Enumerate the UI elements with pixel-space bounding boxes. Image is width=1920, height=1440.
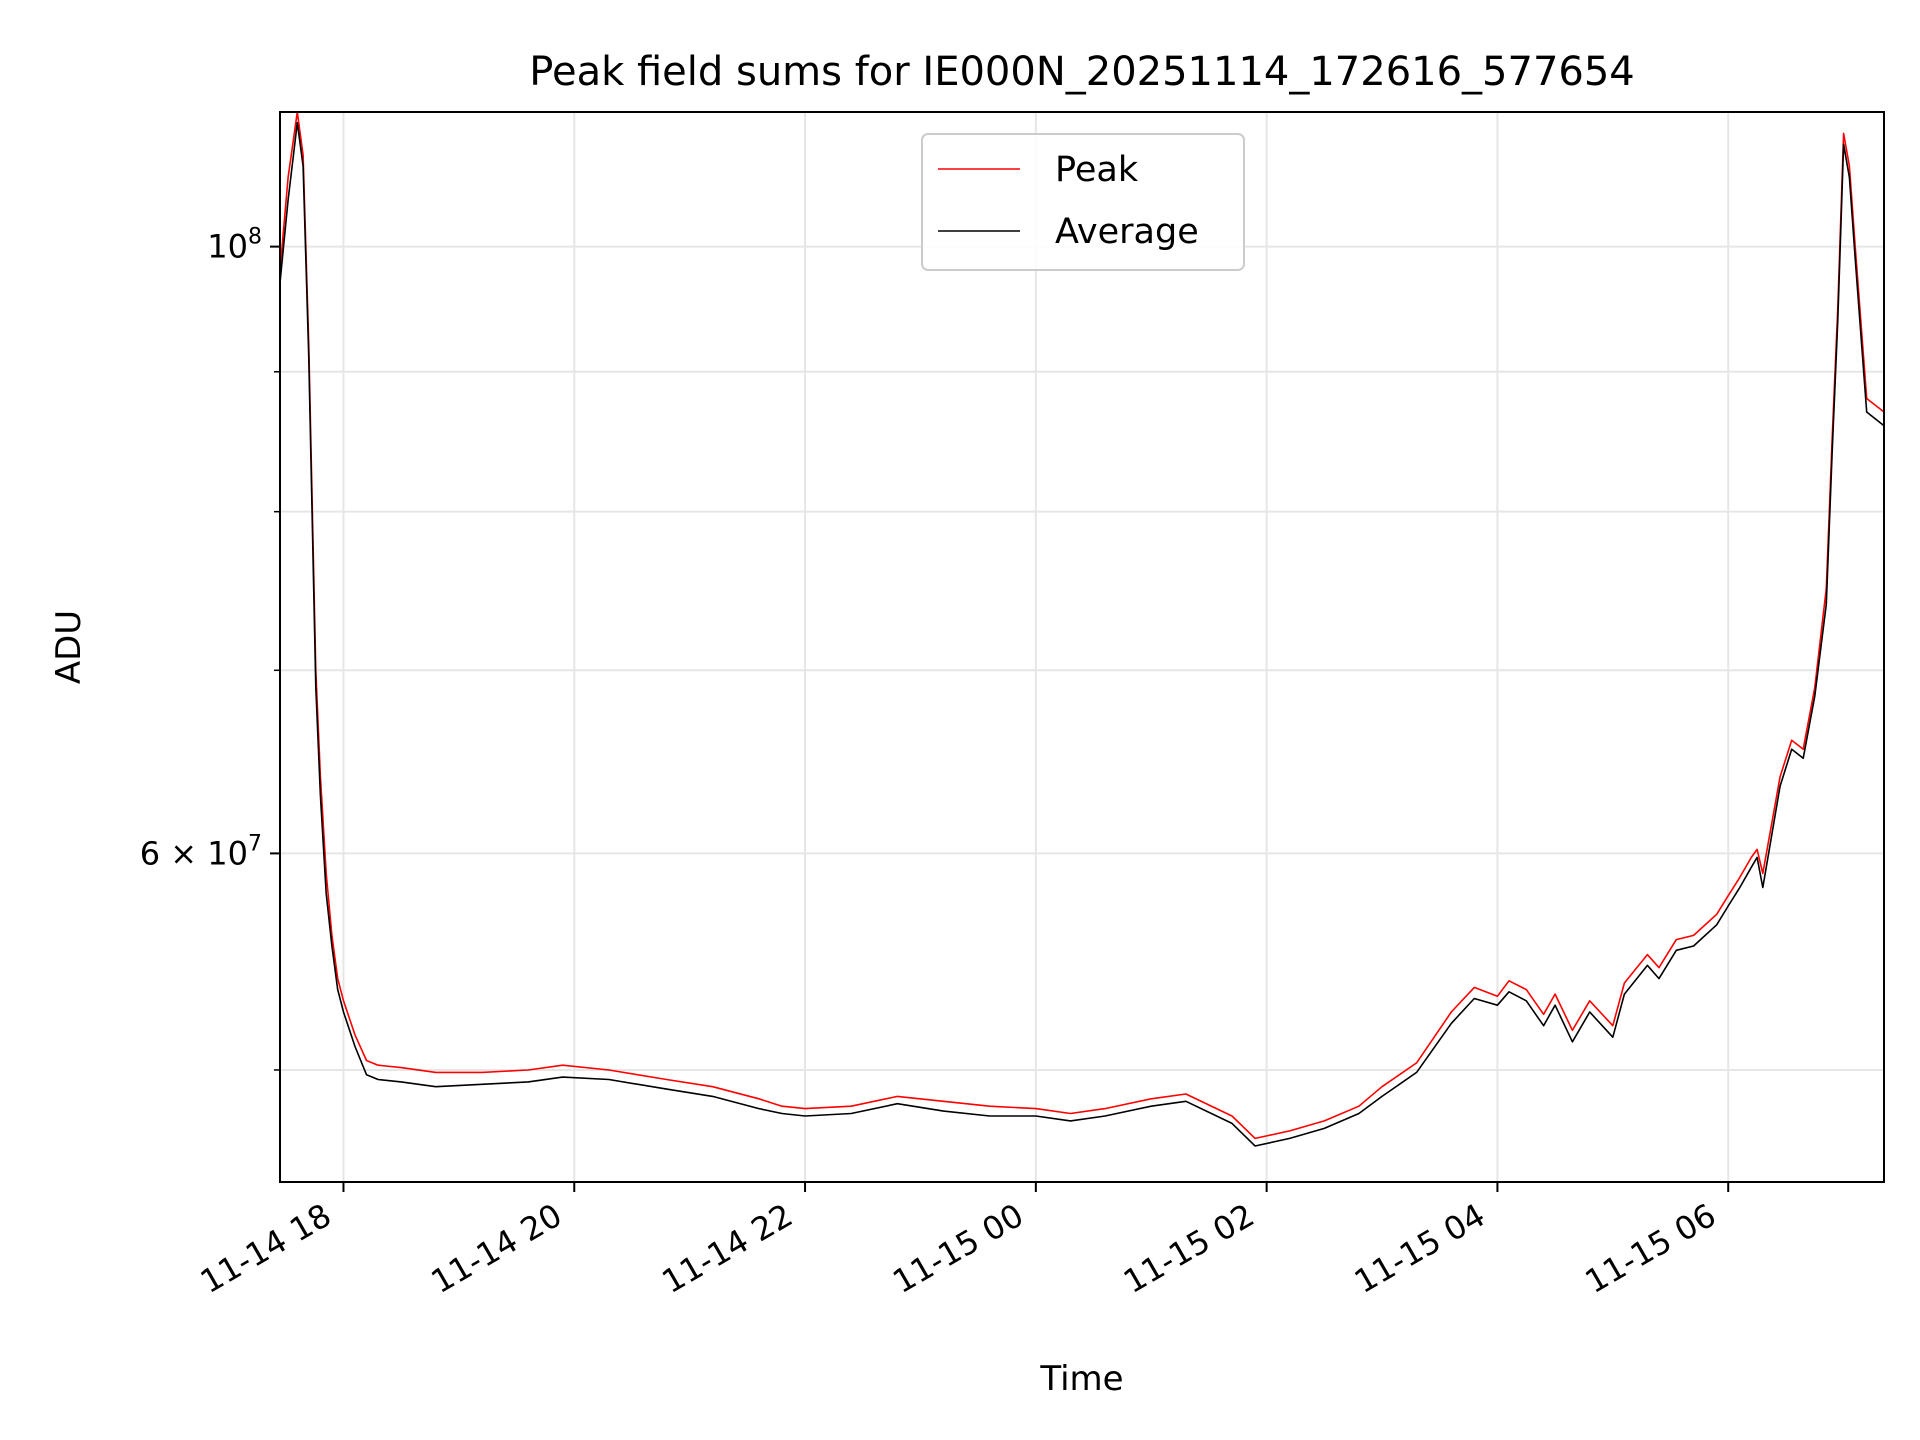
y-tick-label: 6 × 107 (140, 831, 262, 872)
legend: Peak Average (921, 133, 1245, 271)
chart-title: Peak field sums for IE000N_20251114_1726… (529, 49, 1634, 95)
legend-box (921, 133, 1245, 271)
y-tick-label: 108 (207, 225, 262, 266)
x-tick-label: 11-14 18 (194, 1196, 338, 1301)
x-tick-label: 11-15 02 (1117, 1196, 1261, 1301)
y-axis-label: ADU (49, 610, 89, 684)
axes-frame (279, 111, 1885, 1183)
x-tick-label: 11-15 04 (1348, 1196, 1492, 1301)
legend-label-peak: Peak (1055, 150, 1139, 190)
x-tick-label: 11-14 22 (655, 1196, 799, 1301)
series-line-peak (279, 111, 1885, 1140)
series-group (279, 111, 1885, 1147)
legend-label-average: Average (1055, 212, 1199, 252)
plot-area (280, 112, 1884, 1182)
x-tick-label: 11-15 00 (886, 1196, 1030, 1301)
x-tick-label: 11-15 06 (1579, 1196, 1723, 1301)
series-line-average (279, 121, 1885, 1147)
x-tick-label: 11-14 20 (425, 1196, 569, 1301)
x-axis-label: Time (1039, 1359, 1123, 1399)
